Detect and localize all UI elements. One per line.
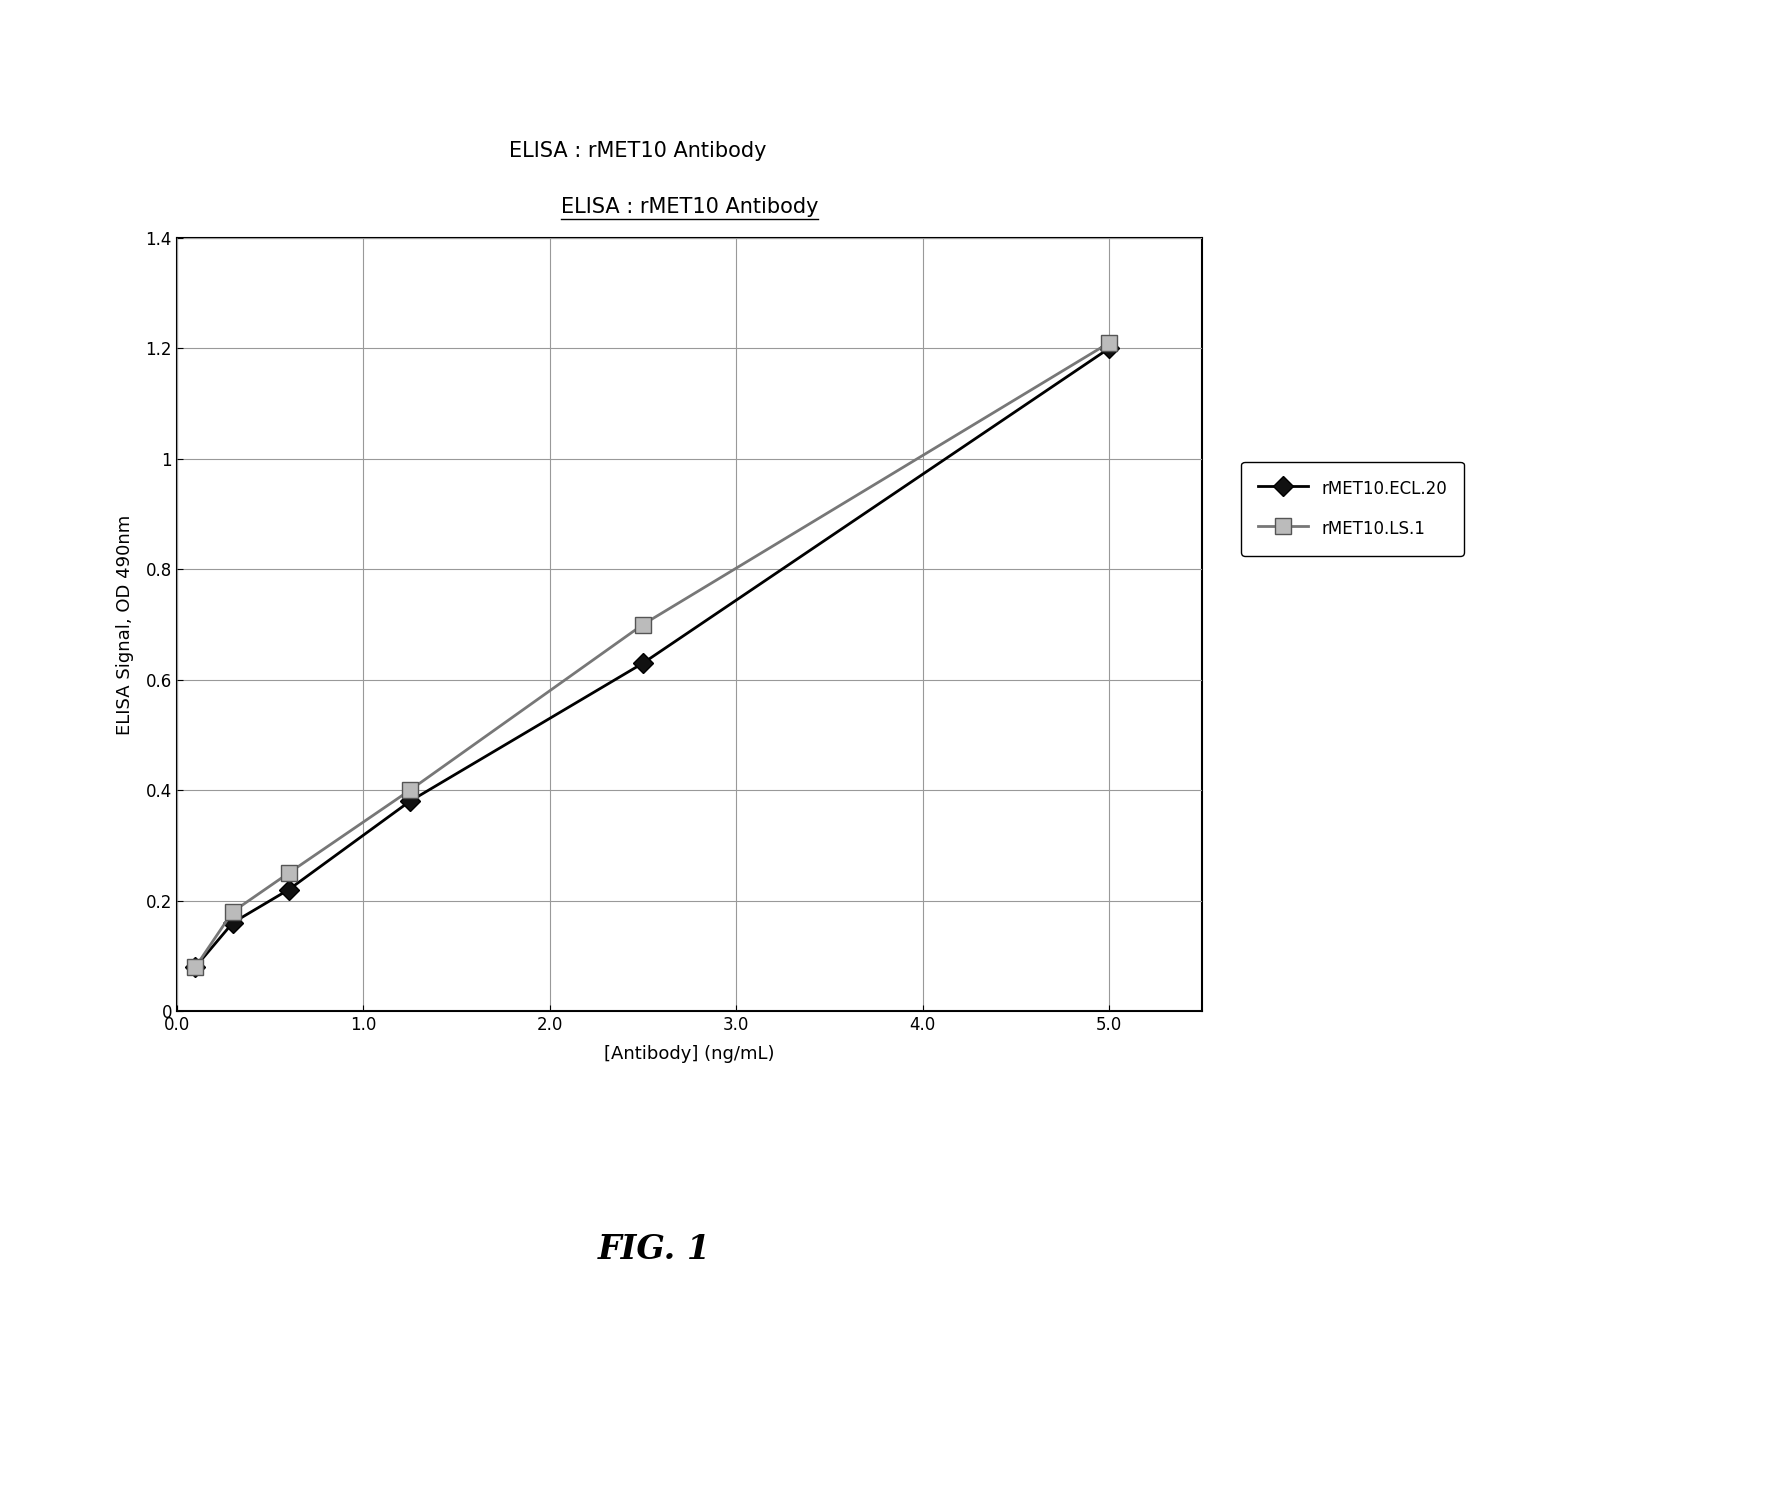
X-axis label: [Antibody] (ng/mL): [Antibody] (ng/mL) — [605, 1045, 774, 1063]
Y-axis label: ELISA Signal, OD 490nm: ELISA Signal, OD 490nm — [117, 515, 134, 735]
Title: ELISA : rMET10 Antibody: ELISA : rMET10 Antibody — [560, 196, 819, 217]
Text: ELISA : rMET10 Antibody: ELISA : rMET10 Antibody — [509, 141, 767, 161]
Text: FIG. 1: FIG. 1 — [598, 1233, 711, 1265]
Legend: rMET10.ECL.20, rMET10.LS.1: rMET10.ECL.20, rMET10.LS.1 — [1241, 461, 1464, 556]
